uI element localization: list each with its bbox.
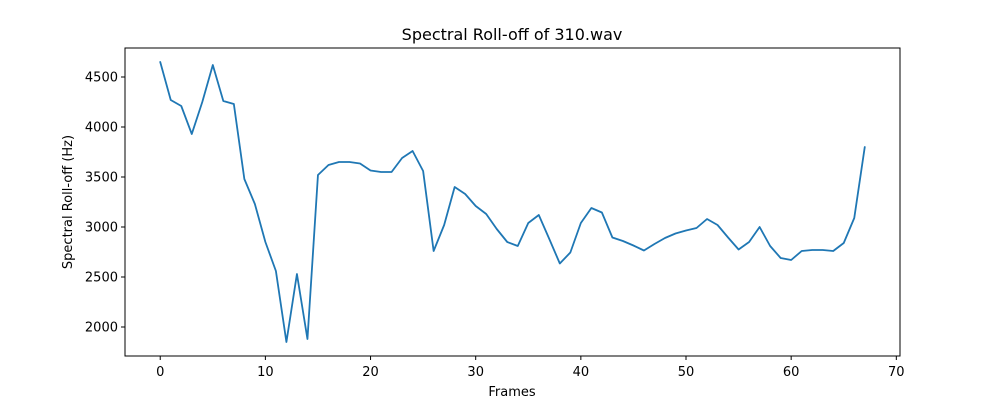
x-tick-label: 0 — [156, 365, 164, 380]
y-tick-label: 3000 — [85, 221, 118, 236]
y-tick-label: 4500 — [85, 71, 118, 86]
y-tick-label: 2500 — [85, 271, 118, 286]
x-tick-label: 20 — [362, 365, 379, 380]
x-tick-label: 10 — [257, 365, 274, 380]
y-tick-label: 2000 — [85, 321, 118, 336]
y-axis-label: Spectral Roll-off (Hz) — [61, 135, 76, 269]
y-tick-label: 4000 — [85, 121, 118, 136]
x-tick-label: 50 — [678, 365, 695, 380]
chart-title: Spectral Roll-off of 310.wav — [402, 25, 623, 44]
y-tick-label: 3500 — [85, 171, 118, 186]
x-tick-label: 70 — [888, 365, 905, 380]
x-tick-label: 40 — [573, 365, 590, 380]
x-tick-label: 30 — [467, 365, 484, 380]
x-axis-label: Frames — [488, 385, 536, 400]
x-tick-label: 60 — [783, 365, 800, 380]
